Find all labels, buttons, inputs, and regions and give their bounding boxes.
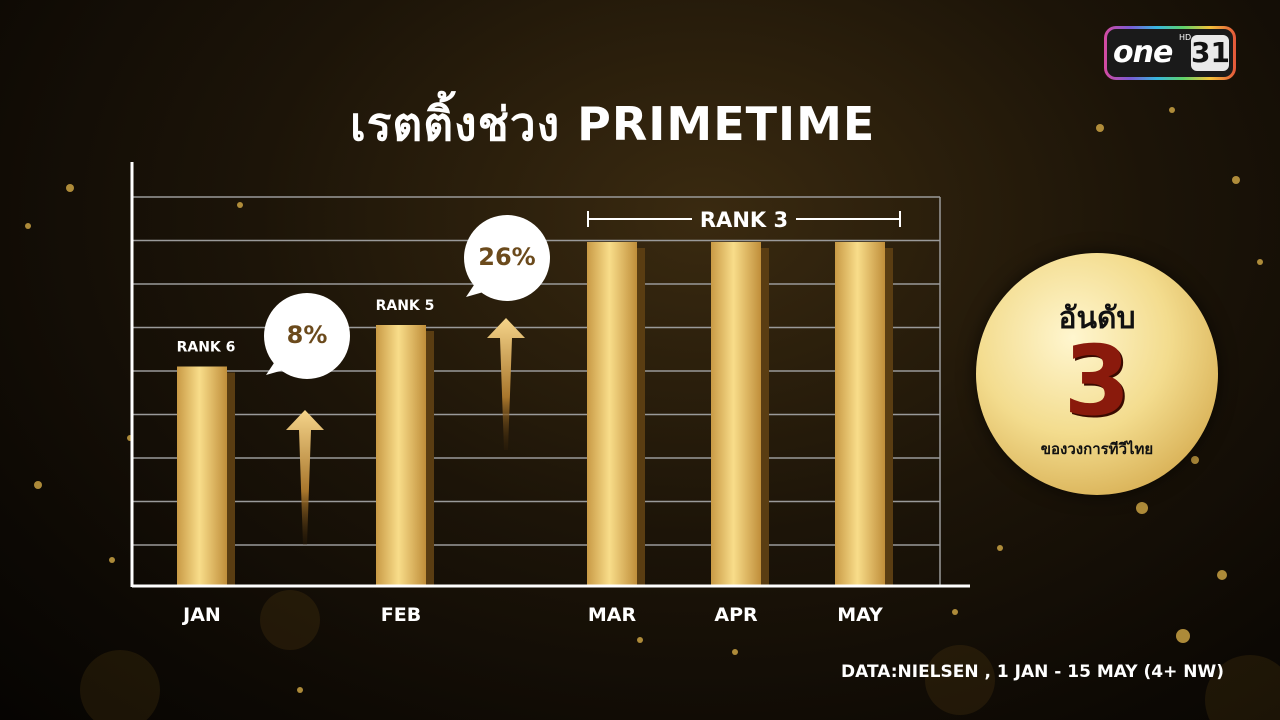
bokeh-dot	[1169, 107, 1175, 113]
growth-arrow	[487, 318, 525, 450]
bokeh-dot	[1257, 259, 1263, 265]
bokeh-dot	[997, 545, 1003, 551]
bokeh-dot	[109, 557, 115, 563]
rank-badge: อันดับ 3 ของวงการทีวีไทย	[976, 253, 1218, 495]
group-label: RANK 3	[700, 208, 788, 232]
x-tick-label: MAR	[588, 604, 637, 626]
bokeh-dot	[1232, 176, 1240, 184]
bar-feb	[376, 325, 426, 585]
bar-jan	[177, 366, 227, 585]
axes	[130, 162, 970, 588]
growth-arrow	[286, 410, 324, 545]
bars	[177, 242, 893, 585]
growth-percent: 8%	[286, 321, 328, 350]
bar-shadow	[426, 331, 434, 585]
badge-number: 3	[1063, 325, 1131, 437]
bokeh-dot	[732, 649, 738, 655]
chart-title: เรตติ้งช่วง PRIMETIME	[350, 97, 876, 151]
channel-logo: one HD 31	[1104, 26, 1236, 80]
bar-apr	[711, 242, 761, 585]
bokeh-dot	[66, 184, 74, 192]
badge-bottom-text: ของวงการทีวีไทย	[1040, 440, 1154, 458]
bokeh-dot	[952, 609, 958, 615]
bokeh-dot	[25, 223, 31, 229]
bokeh-dot	[1217, 570, 1227, 580]
labels: JAN RANK 6 FEB RANK 5 MAR APR MAY RANK 3	[177, 208, 901, 626]
growth-bubble: 8%	[264, 293, 350, 379]
logo-hd: HD	[1179, 33, 1192, 42]
bar-mar	[587, 242, 637, 585]
bokeh-dot	[297, 687, 303, 693]
bar-label: RANK 5	[376, 298, 435, 314]
bar-shadow	[885, 248, 893, 585]
bokeh-dot	[34, 481, 42, 489]
bar-may	[835, 242, 885, 585]
bokeh-glow	[1205, 655, 1280, 720]
bokeh-glow	[80, 650, 160, 720]
bokeh-dot	[1096, 124, 1104, 132]
bokeh-glow	[260, 590, 320, 650]
data-source-note: DATA:NIELSEN , 1 JAN - 15 MAY (4+ NW)	[841, 662, 1224, 682]
x-tick-label: MAY	[837, 604, 883, 626]
bokeh-dot	[637, 637, 643, 643]
bokeh-dot	[467, 117, 473, 123]
x-tick-label: FEB	[381, 604, 421, 626]
x-tick-label: JAN	[181, 604, 221, 626]
badge-top-text: อันดับ	[1058, 301, 1136, 336]
bar-shadow	[227, 372, 235, 585]
bokeh-dot	[1136, 502, 1148, 514]
logo-brand: one	[1113, 35, 1173, 70]
bar-shadow	[637, 248, 645, 585]
bar-label: RANK 6	[177, 340, 236, 356]
bokeh-glow	[925, 645, 995, 715]
bokeh-dot	[1176, 629, 1190, 643]
x-tick-label: APR	[714, 604, 758, 626]
growth-percent: 26%	[478, 243, 536, 272]
bokeh-dot	[237, 202, 243, 208]
bokeh-dot	[1191, 456, 1199, 464]
bar-shadow	[761, 248, 769, 585]
growth-bubble: 26%	[464, 215, 550, 301]
logo-channel-number: 31	[1191, 35, 1230, 71]
